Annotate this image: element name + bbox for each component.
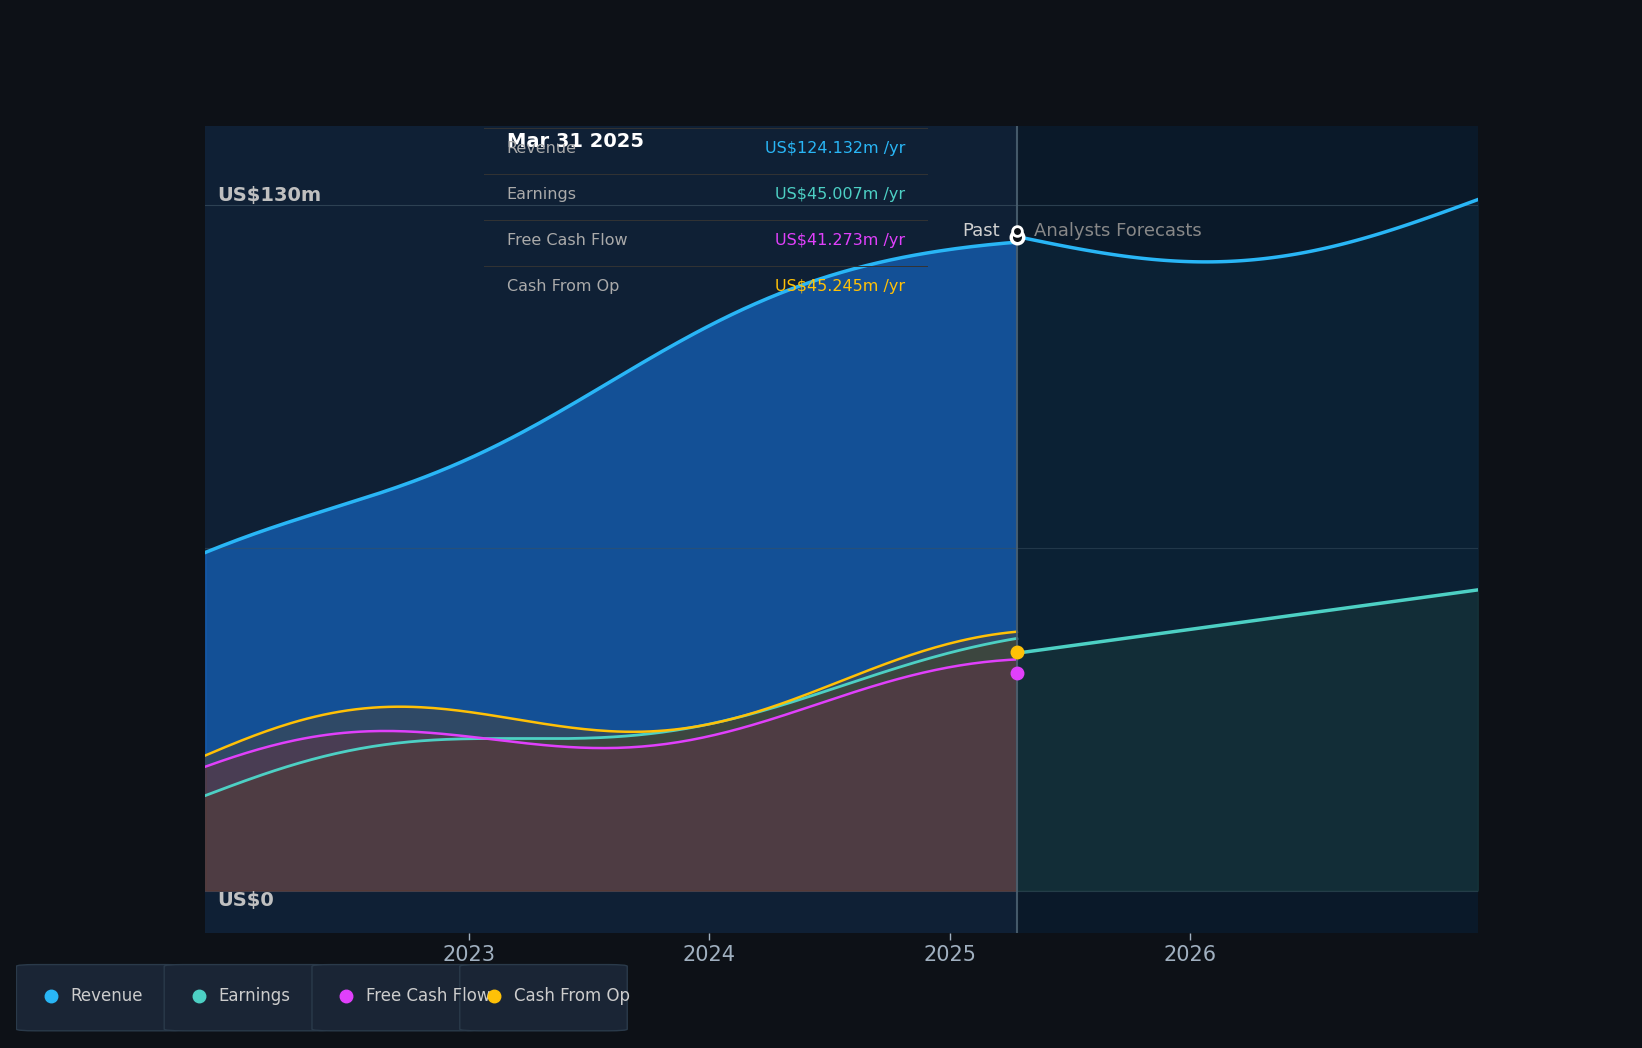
FancyBboxPatch shape: [460, 964, 627, 1031]
Text: Free Cash Flow: Free Cash Flow: [366, 986, 491, 1005]
Text: Cash From Op: Cash From Op: [506, 280, 619, 294]
Text: US$0: US$0: [217, 891, 274, 910]
Text: Mar 31 2025: Mar 31 2025: [506, 132, 644, 152]
Text: US$41.273m /yr: US$41.273m /yr: [775, 234, 906, 248]
FancyBboxPatch shape: [164, 964, 332, 1031]
Text: Analysts Forecasts: Analysts Forecasts: [1033, 222, 1202, 240]
Text: US$130m: US$130m: [217, 185, 322, 204]
Text: Past: Past: [962, 222, 1000, 240]
Text: Cash From Op: Cash From Op: [514, 986, 631, 1005]
Text: Revenue: Revenue: [71, 986, 143, 1005]
Text: US$45.245m /yr: US$45.245m /yr: [775, 280, 906, 294]
Text: Revenue: Revenue: [506, 141, 576, 156]
Text: Earnings: Earnings: [506, 188, 576, 202]
FancyBboxPatch shape: [312, 964, 479, 1031]
Bar: [1016, 126, 1478, 933]
FancyBboxPatch shape: [16, 964, 184, 1031]
Text: Free Cash Flow: Free Cash Flow: [506, 234, 627, 248]
Text: US$45.007m /yr: US$45.007m /yr: [775, 188, 906, 202]
Text: US$124.132m /yr: US$124.132m /yr: [765, 141, 906, 156]
Text: Earnings: Earnings: [218, 986, 291, 1005]
